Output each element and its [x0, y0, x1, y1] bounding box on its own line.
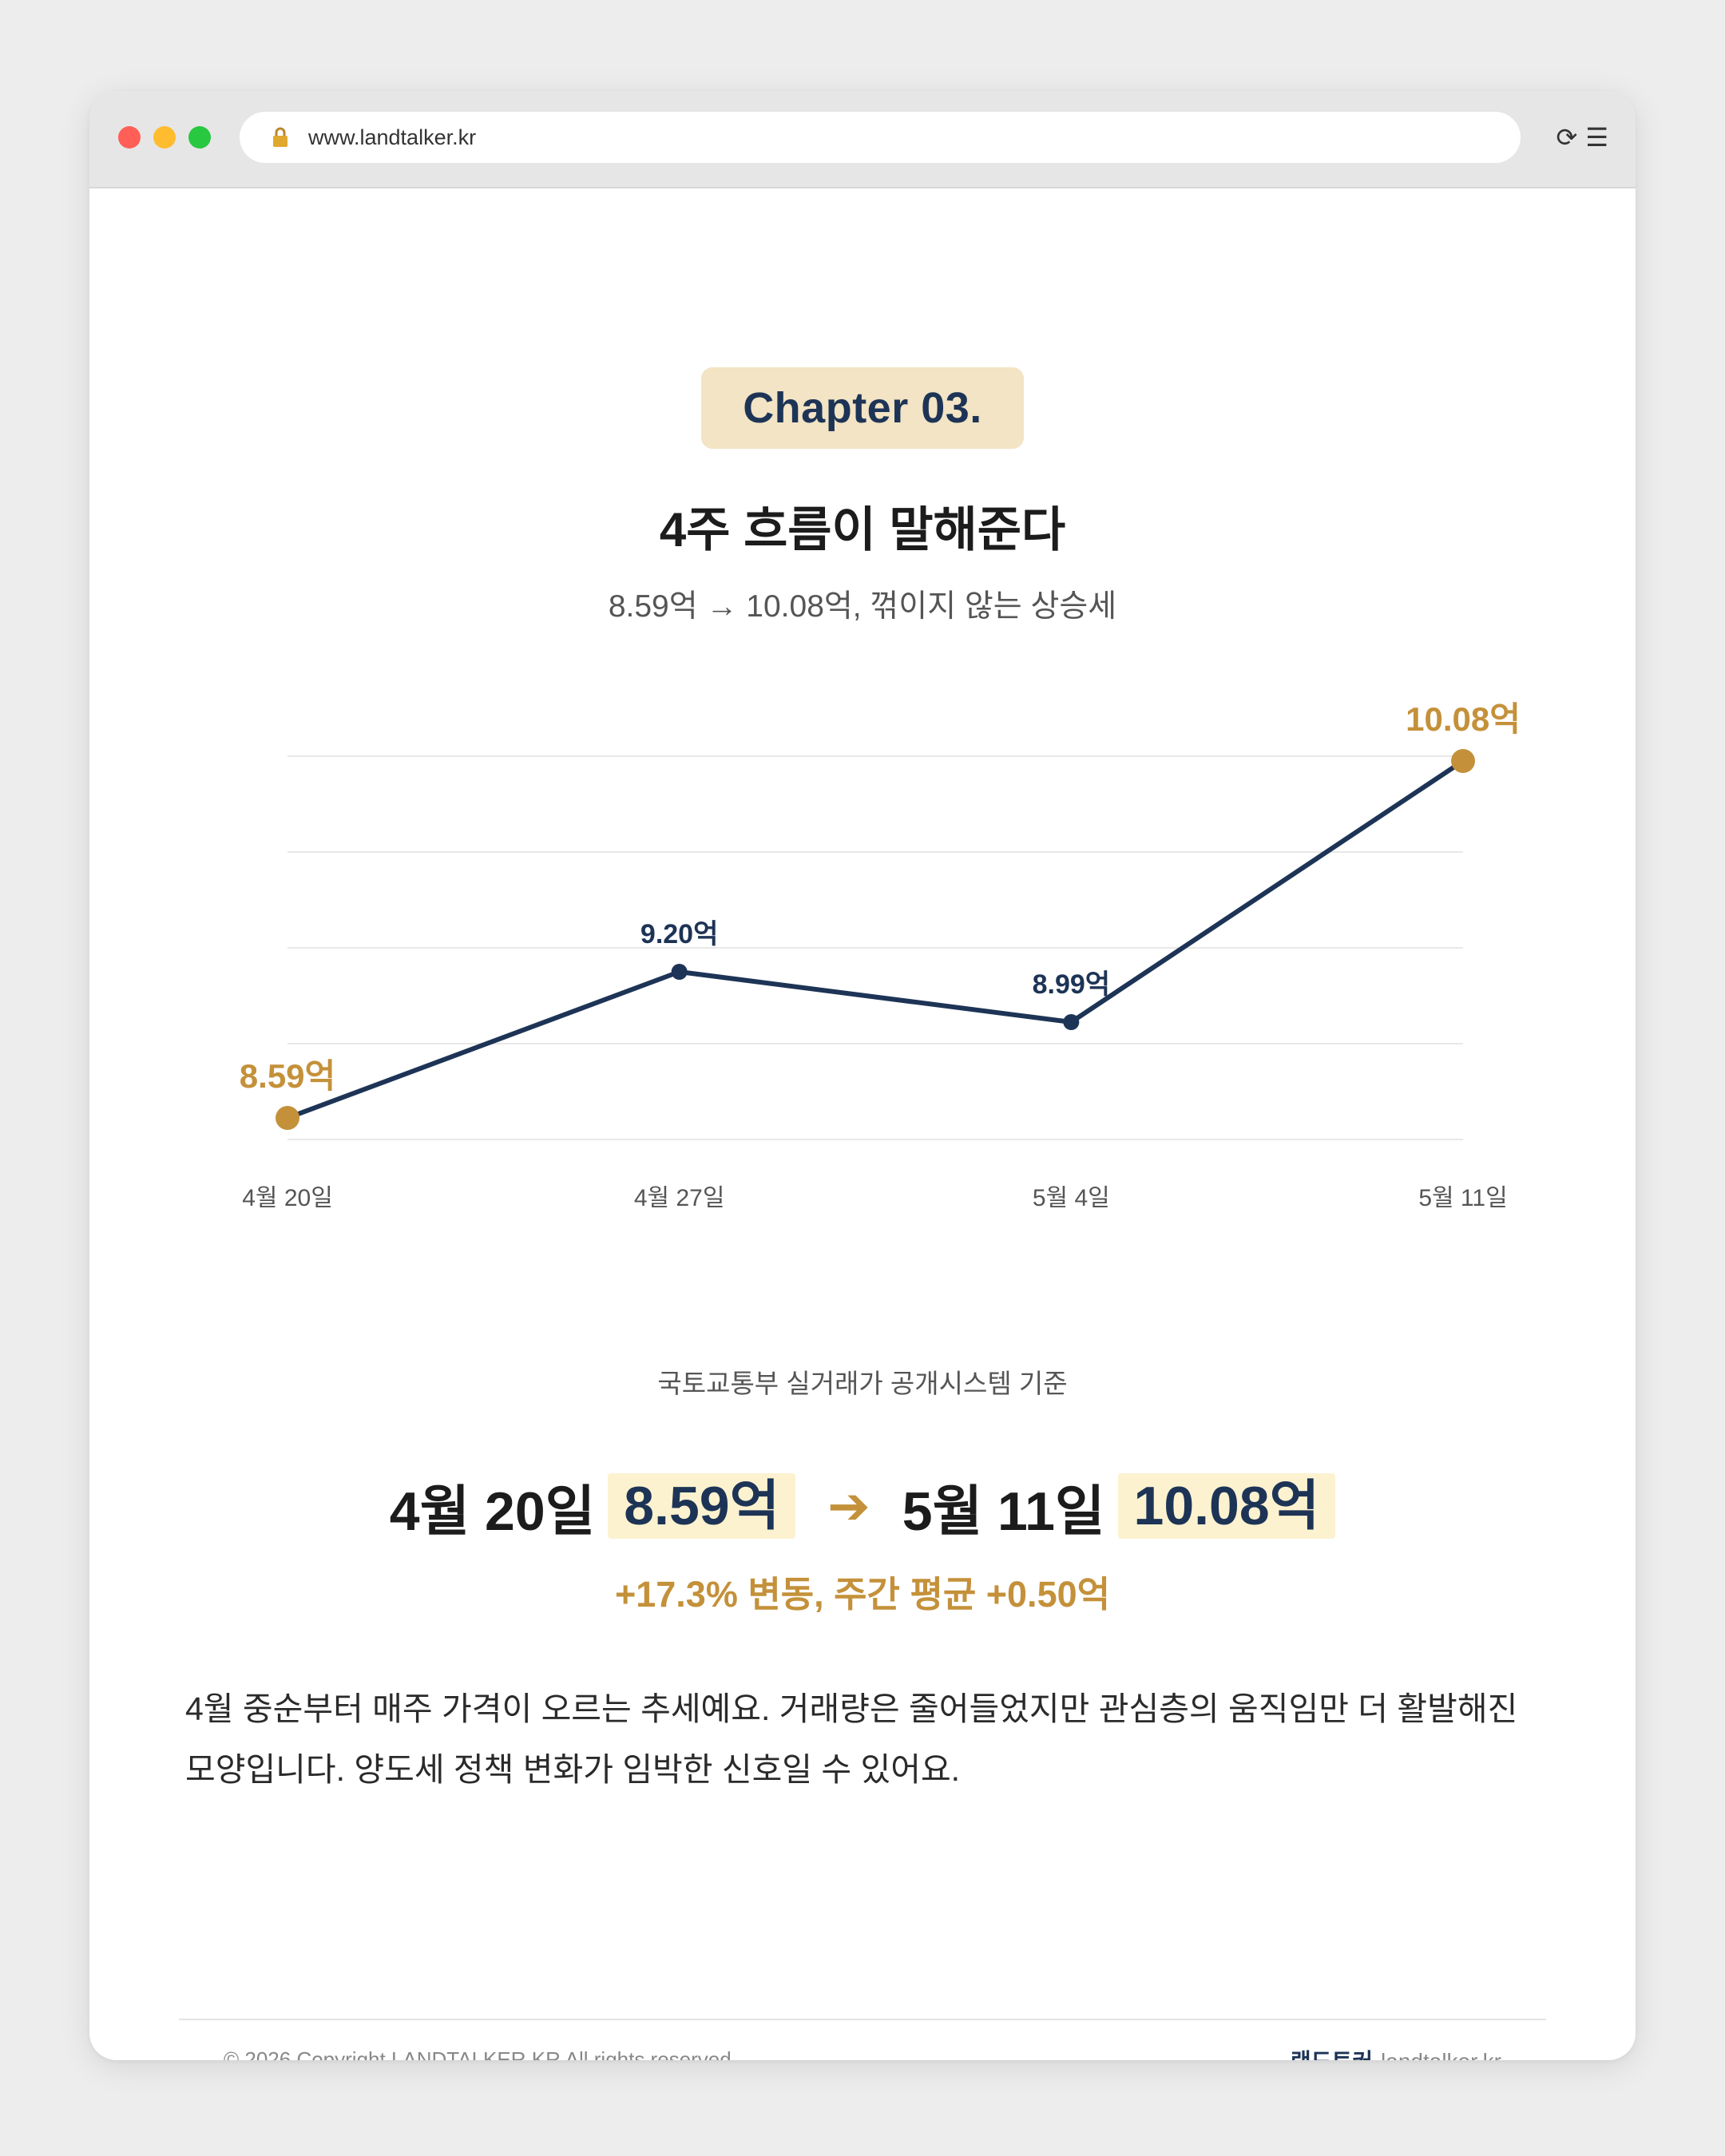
lock-icon [273, 127, 288, 147]
summary-start-value: 8.59억 [608, 1473, 796, 1539]
browser-window: www.landtalker.kr ⟳ ☰ Chapter 03. 4주 흐름이… [89, 91, 1636, 2060]
page-title: 4주 흐름이 말해준다 [659, 503, 1066, 557]
summary-end-value: 10.08억 [1117, 1473, 1336, 1539]
maximize-window-button[interactable] [188, 126, 211, 149]
price-summary: 4월 20일 8.59억 ➔ 5월 11일 10.08억 [89, 1468, 1636, 1544]
summary-start-date: 4월 20일 [389, 1480, 596, 1542]
footer-brand-url: landtalker.kr [1381, 2049, 1501, 2060]
chart-point [671, 964, 688, 980]
chart-data-label: 10.08억 [1406, 700, 1521, 738]
data-source-note: 국토교통부 실거래가 공개시스템 기준 [657, 1369, 1068, 1398]
footer-brand[interactable]: 랜드토커 landtalker.kr [1291, 2044, 1501, 2060]
chart-x-tick-label: 4월 27일 [634, 1185, 725, 1211]
footer-brand-name: 랜드토커 [1291, 2049, 1373, 2060]
minimize-window-button[interactable] [153, 126, 176, 149]
arrow-right-icon: ➔ [827, 1476, 870, 1535]
footer-divider [179, 2019, 1546, 2020]
chart-point [1063, 1014, 1080, 1030]
address-bar[interactable]: www.landtalker.kr [240, 112, 1521, 163]
hamburger-menu-icon[interactable]: ☰ [1585, 123, 1608, 152]
price-line-chart: 8.59억 4월 20일 9.20억 4월 27일 8.99억 5월 4일 10.08억 5월… [240, 700, 1521, 1211]
chart-x-tick-label: 5월 4일 [1033, 1185, 1110, 1211]
close-window-button[interactable] [118, 126, 141, 149]
url-text: www.landtalker.kr [308, 125, 477, 149]
chart-data-label: 8.99억 [1033, 969, 1110, 1000]
chart-point [276, 1106, 299, 1130]
footer-copyright: © 2026 Copyright LANDTALKER.KR All right… [224, 2047, 737, 2060]
summary-end-date: 5월 11일 [902, 1480, 1105, 1542]
chart-x-tick-label: 4월 20일 [242, 1185, 333, 1211]
chart-data-label: 8.59억 [240, 1057, 335, 1095]
change-summary: +17.3% 변동, 주간 평균 +0.50억 [614, 1574, 1111, 1615]
chapter-badge: Chapter 03. [701, 367, 1024, 449]
chart-point [1451, 749, 1475, 773]
chart-series-line [285, 759, 1465, 1120]
page-content: Chapter 03. 4주 흐름이 말해준다 8.59억 → 10.08억, … [89, 188, 1636, 2060]
chart-x-tick-label: 5월 11일 [1418, 1185, 1507, 1211]
browser-titlebar: www.landtalker.kr ⟳ ☰ [89, 91, 1636, 188]
chart-data-label: 9.20억 [640, 919, 718, 949]
page-subtitle: 8.59억 → 10.08억, 꺾이지 않는 상승세 [608, 589, 1117, 624]
body-paragraph: 4월 중순부터 매주 가격이 오르는 추세예요. 거래량은 줄어들었지만 관심층… [185, 1690, 1518, 1788]
reload-icon[interactable]: ⟳ [1556, 123, 1578, 152]
browser-nav-icons: ⟳ ☰ [1556, 118, 1609, 157]
